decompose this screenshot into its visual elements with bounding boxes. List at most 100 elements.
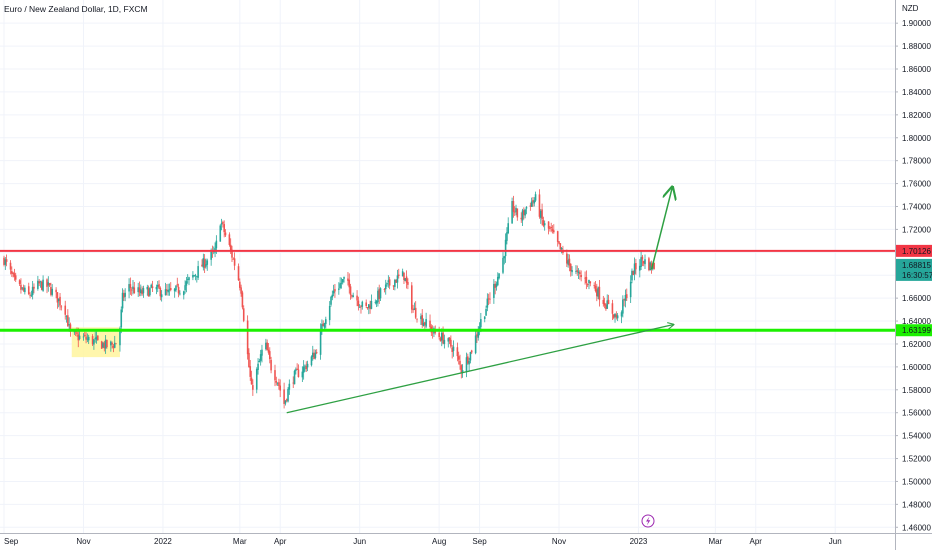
candle-up [168,283,171,296]
candle-body [132,286,134,290]
candle-body [57,298,60,302]
candle-body [498,273,500,279]
candle-up [370,294,373,310]
candle-up [485,305,487,316]
candle-down [516,208,519,221]
candle-up [24,285,26,295]
price-tick-label: 1.78000 [902,157,931,166]
candle-body [606,300,609,309]
candle-body [460,365,463,373]
vertical-grid [3,0,836,533]
candle-up [304,364,306,372]
candle-body [255,368,258,390]
candle-down [250,370,253,385]
candle-body [503,256,506,259]
candle-down [595,283,598,302]
candle-body [420,316,422,320]
candle-body [349,286,352,295]
candle-body [69,324,72,332]
candle-body [401,271,404,277]
candle-up [206,258,209,271]
projection-arrow[interactable] [650,187,673,270]
candle-body [275,380,278,383]
candle-body [257,363,259,370]
candle-body [477,331,480,338]
candle-body [219,225,222,242]
candle-body [201,264,203,267]
candle-down [232,257,235,260]
currency-label: NZD [902,4,919,13]
candle-down [494,280,496,295]
candle-body [220,223,223,225]
candle-down [383,287,386,293]
candle-body [85,336,87,340]
candle-up [110,340,112,352]
lightning-event-icon[interactable] [641,514,655,528]
candle-body [246,320,249,355]
candle-up [374,299,377,305]
candle-up [606,294,609,309]
candle-down [228,232,231,247]
candle-down [648,256,650,272]
candle-body [558,241,560,244]
candle-body [139,289,142,294]
candle-body [504,239,507,257]
time-tick-label: Apr [274,537,287,546]
price-tick-label: 1.86000 [902,65,931,74]
candle-body [414,307,417,318]
chart-title: Euro / New Zealand Dollar, 1D, FXCM [4,4,148,14]
candle-down [397,268,400,279]
candle-down [3,255,5,267]
candle-body [142,288,145,294]
candle-down [29,292,31,299]
price-tick-label: 1.90000 [902,19,931,28]
candle-body [138,287,141,293]
candle-up [311,345,314,361]
candle-up [37,275,39,291]
candle-body [284,400,287,404]
candle-body [620,312,623,317]
candle-body [137,287,139,293]
candle-body [311,352,314,358]
candle-body [580,274,582,278]
candle-down [240,284,242,297]
candle-body [633,263,636,274]
candlestick-series [3,189,655,409]
candle-down [611,299,614,320]
candle-body [156,285,159,287]
candle-up [367,304,370,315]
candle-up [631,268,633,284]
candle-down [410,282,413,314]
candle-body [440,332,443,341]
candle-up [622,295,624,318]
candle-body [325,319,327,325]
candle-up [384,279,387,295]
candle-body [276,382,279,384]
candle-body [223,224,225,233]
candle-down [424,321,426,329]
candle-up [288,379,291,395]
candle-body [588,279,590,284]
candle-down [550,222,552,233]
candle-up [452,340,455,357]
ascending-trendline[interactable] [286,324,674,414]
candle-down [59,292,61,311]
horizontal-grid [0,22,895,528]
candle-body [14,275,17,280]
candle-body [429,320,431,328]
candle-body [77,334,80,341]
candle-body [465,357,468,372]
candle-up [295,367,297,375]
candle-down [296,363,298,370]
candle-up [167,283,169,296]
candle-down [414,301,417,320]
candle-body [310,356,313,366]
candle-body [439,338,442,342]
candle-body [579,272,581,275]
candle-up [194,273,197,281]
candle-body [343,276,345,279]
candle-down [275,376,278,386]
candle-up [293,369,296,385]
candle-body [237,266,240,281]
